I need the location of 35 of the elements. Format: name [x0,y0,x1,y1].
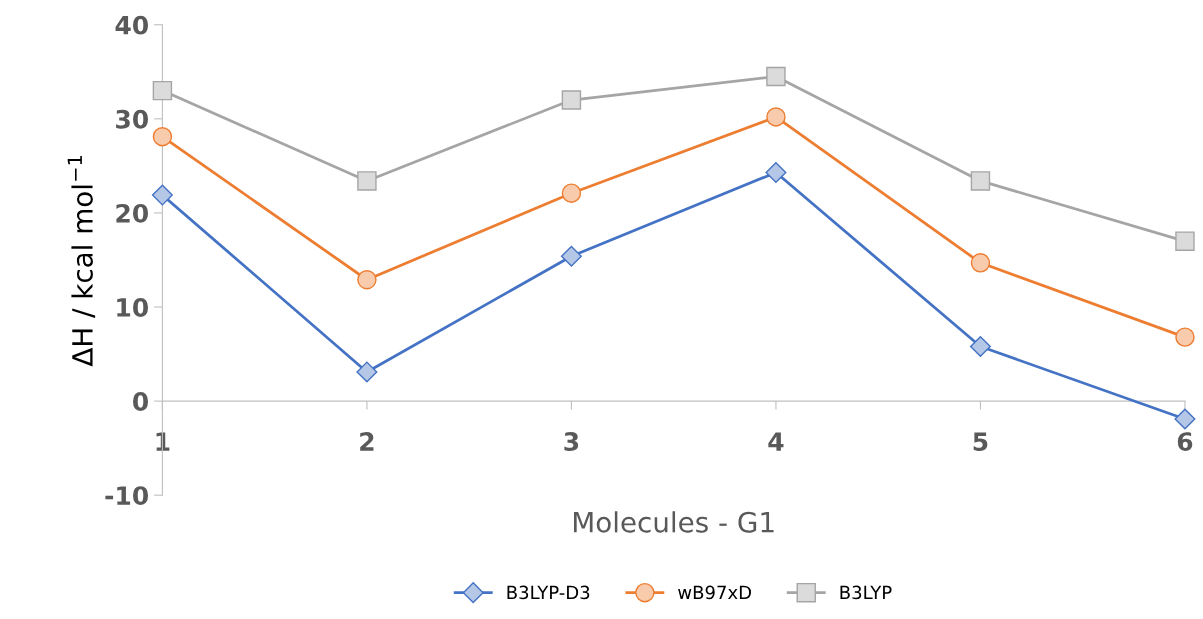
x-tick-label: 3 [564,432,579,452]
point [1175,327,1195,347]
y-tick-label: -10 [105,486,149,506]
point [561,90,582,110]
y-tick-label: 20 [116,203,149,223]
point [766,107,786,127]
legend-label: B3LYP [840,585,892,600]
point [152,80,173,101]
x-tick-label: 4 [768,432,784,451]
legend-label: wB97xD [678,585,751,600]
point [970,171,991,191]
point [151,184,173,206]
point [357,270,377,290]
y-tick-label: 40 [115,15,149,35]
legend-label: B3LYP-D3 [507,585,590,600]
point [766,66,786,87]
point [1175,231,1195,251]
y-tick-label: 10 [117,297,149,317]
x-tick-label: 1 [156,432,170,451]
y-tick-label: 30 [116,109,149,129]
point [969,336,991,358]
point [560,245,582,267]
point [357,171,377,191]
x-tick-label: 2 [360,432,374,451]
point [1174,408,1196,430]
x-tick-label: 5 [973,432,988,452]
point [765,161,787,183]
x-tick-label: 6 [1177,432,1193,452]
point [970,253,991,273]
point [561,183,582,203]
y-tick-label: 0 [133,392,149,411]
point [356,361,378,383]
y-axis-title: ΔH / kcal mol$^{−1}$ [67,155,96,367]
point [152,127,173,147]
x-axis-title: Molecules - G1 [574,511,774,533]
